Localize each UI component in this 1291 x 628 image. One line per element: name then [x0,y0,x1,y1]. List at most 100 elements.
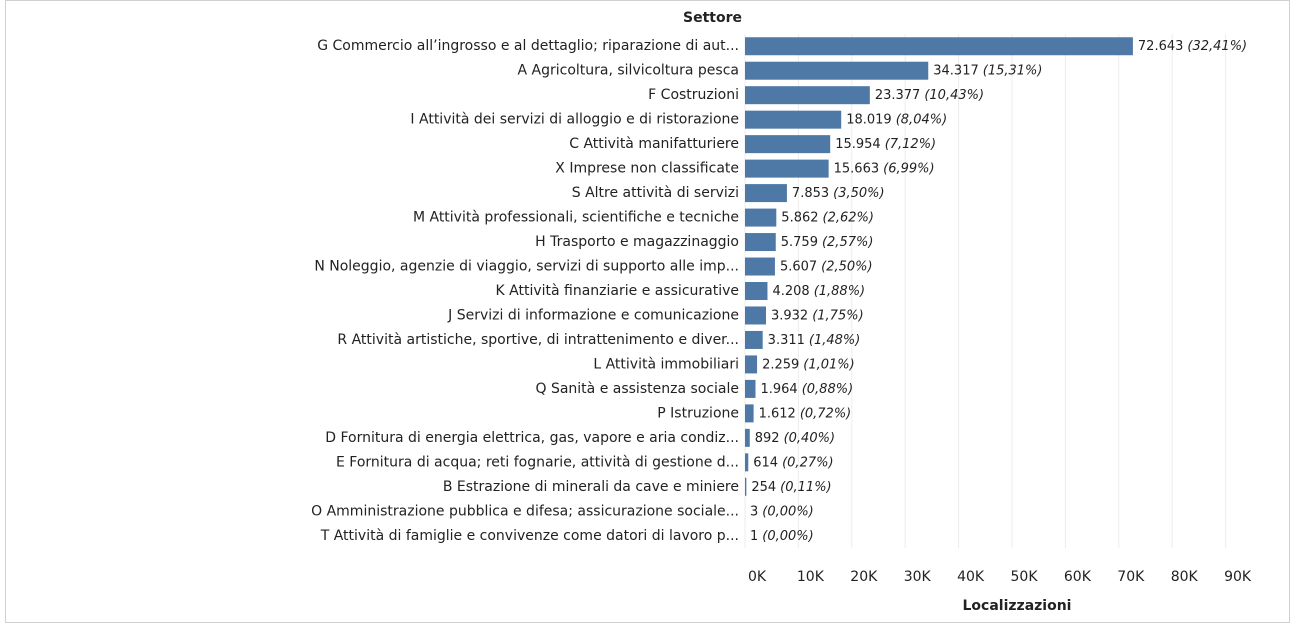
share-label: (2,50%) [821,259,872,274]
bar [745,453,748,471]
bar [745,160,829,178]
category-label: N Noleggio, agenzie di viaggio, servizi … [314,259,739,275]
bar [745,86,870,104]
share-label: (2,57%) [822,235,873,250]
value-label: 72.643 [1138,39,1184,54]
data-label: 2.259 (1,01%) [762,357,855,372]
category-label: B Estrazione di minerali da cave e minie… [443,479,739,495]
x-tick-label: 70K [1117,569,1145,585]
category-label: O Amministrazione pubblica e difesa; ass… [311,503,739,519]
x-tick-label: 30K [904,569,932,585]
value-label: 3.311 [768,332,805,347]
data-label: 5.607 (2,50%) [780,259,873,274]
share-label: (1,88%) [814,284,865,299]
data-label: 892 (0,40%) [755,430,835,445]
share-label: (1,75%) [812,308,863,323]
category-label: E Fornitura di acqua; reti fognarie, att… [336,454,739,470]
share-label: (1,48%) [809,332,860,347]
category-label: F Costruzioni [648,87,739,103]
value-label: 5.759 [781,235,818,250]
share-label: (0,72%) [800,406,851,421]
data-label: 15.663(6,99%) [834,161,935,176]
value-label: 1 [750,528,758,543]
category-label: C Attività manifatturiere [569,136,739,152]
share-label: (1,01%) [803,357,854,372]
data-label: 34.317 (15,31%) [933,63,1042,78]
share-label: (15,31%) [983,63,1043,78]
share-label: (0,40%) [784,430,835,445]
bar [745,306,766,324]
x-tick-label: 20K [850,569,878,585]
value-label: 3.932 [771,308,808,323]
bar [745,233,776,251]
value-label: 254 [751,479,776,494]
bar [745,429,750,447]
bar [745,478,746,496]
share-label: (0,00%) [762,504,813,519]
data-label: 254 (0,11%) [751,479,831,494]
category-label: S Altre attività di servizi [572,185,739,201]
share-label: (6,99%) [883,161,934,176]
share-label: (0,88%) [802,381,853,396]
bar [745,37,1133,55]
x-tick-label: 90K [1224,569,1252,585]
category-label: P Istruzione [657,405,739,421]
value-label: 892 [755,430,780,445]
category-label: M Attività professionali, scientifiche e… [413,210,739,226]
value-label: 5.862 [781,210,818,225]
x-tick-label: 10K [797,569,825,585]
bar [745,111,841,129]
share-label: (0,00%) [762,528,813,543]
share-label: (8,04%) [896,112,947,127]
category-label: Q Sanità e assistenza sociale [535,381,739,397]
value-label: 23.377 [875,88,921,103]
bar [745,258,775,276]
share-label: (0,27%) [782,455,833,470]
share-label: (0,11%) [780,479,831,494]
data-label: 3(0,00%) [750,504,814,519]
value-label: 1.612 [759,406,796,421]
share-label: (32,41%) [1187,39,1247,54]
data-label: 614 (0,27%) [753,455,833,470]
bar [745,282,767,300]
data-label: 4.208 (1,88%) [772,284,865,299]
data-label: 1.612 (0,72%) [759,406,852,421]
x-tick-label: 50K [1011,569,1039,585]
data-label: 3.932 (1,75%) [771,308,864,323]
bar [745,62,928,80]
data-label: 3.311 (1,48%) [768,332,861,347]
category-label: L Attività immobiliari [593,356,739,372]
category-label: J Servizi di informazione e comunicazion… [447,307,739,323]
value-label: 4.208 [772,284,809,299]
value-label: 5.607 [780,259,817,274]
data-label: 18.019(8,04%) [846,112,947,127]
value-label: 15.954 [835,137,881,152]
value-label: 34.317 [933,63,979,78]
value-label: 1.964 [760,381,797,396]
bar [745,380,755,398]
data-label: 15.954(7,12%) [835,137,936,152]
data-label: 23.377(10,43%) [875,88,984,103]
value-label: 15.663 [834,161,880,176]
x-tick-label: 60K [1064,569,1092,585]
category-label: I Attività dei servizi di alloggio e di … [410,112,739,128]
data-label: 1 (0,00%) [750,528,814,543]
value-label: 7.853 [792,186,829,201]
category-label: K Attività finanziarie e assicurative [496,283,740,299]
category-label: T Attività di famiglie e convivenze come… [320,528,739,544]
data-label: 7.853 (3,50%) [792,186,885,201]
category-label: X Imprese non classificate [555,161,739,177]
bar [745,135,830,153]
data-label: 1.964 (0,88%) [760,381,853,396]
data-label: 5.759 (2,57%) [781,235,874,250]
share-label: (10,43%) [924,88,984,103]
bar [745,404,754,422]
x-tick-label: 80K [1171,569,1199,585]
category-label: R Attività artistiche, sportive, di intr… [337,332,739,348]
value-label: 614 [753,455,778,470]
data-label: 5.862(2,62%) [781,210,874,225]
value-label: 2.259 [762,357,799,372]
share-label: (3,50%) [833,186,884,201]
